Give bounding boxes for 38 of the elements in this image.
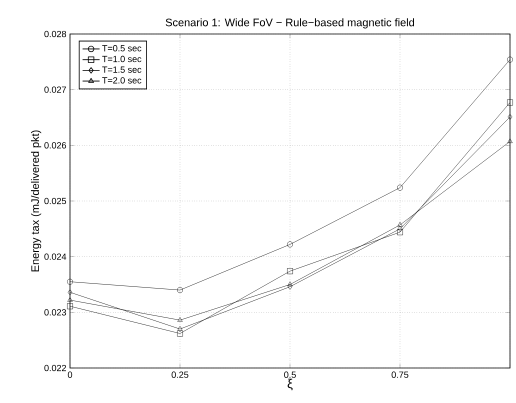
y-tick-label: 0.022 (44, 364, 66, 372)
point (397, 222, 403, 227)
y-tick-label: 0.025 (44, 198, 66, 204)
point (67, 278, 73, 285)
point (507, 138, 513, 144)
y-tick-label: 0.023 (44, 309, 66, 316)
point (287, 241, 293, 248)
y-axis-title: Energy tax (mJ/delivered pkt) (30, 130, 42, 272)
x-tick-label: 0.75 (392, 372, 408, 378)
legend-label: T=1.5 sec (102, 66, 142, 73)
point (177, 287, 183, 294)
y-tick-label: 0.026 (44, 142, 66, 149)
point (507, 56, 513, 63)
point (397, 229, 403, 236)
x-tick-label: 0 (68, 372, 72, 378)
point (67, 303, 73, 310)
point (287, 268, 293, 274)
y-tick-label: 0.027 (44, 86, 66, 93)
point (67, 297, 73, 302)
point (397, 184, 403, 191)
legend-label: T=1.0 sec (102, 56, 142, 62)
y-tick-label: 0.024 (44, 253, 66, 260)
point (508, 114, 512, 120)
point (398, 226, 402, 232)
point (178, 326, 182, 332)
legend-label: T=2.0 sec (102, 77, 142, 84)
y-tick-label: 0.028 (44, 30, 66, 38)
point (287, 282, 293, 286)
x-axis-title: ξ (288, 378, 293, 390)
point (177, 330, 183, 336)
point (507, 99, 513, 106)
point (177, 317, 183, 322)
x-tick-label: 0.25 (172, 372, 188, 378)
point (288, 284, 292, 290)
point (68, 289, 72, 296)
legend-label: T=0.5 sec (102, 45, 142, 52)
chart-title: Scenario 1: Wide FoV − Rule−based magnetic field (166, 18, 414, 28)
x-tick-label: 0.5 (284, 372, 296, 378)
